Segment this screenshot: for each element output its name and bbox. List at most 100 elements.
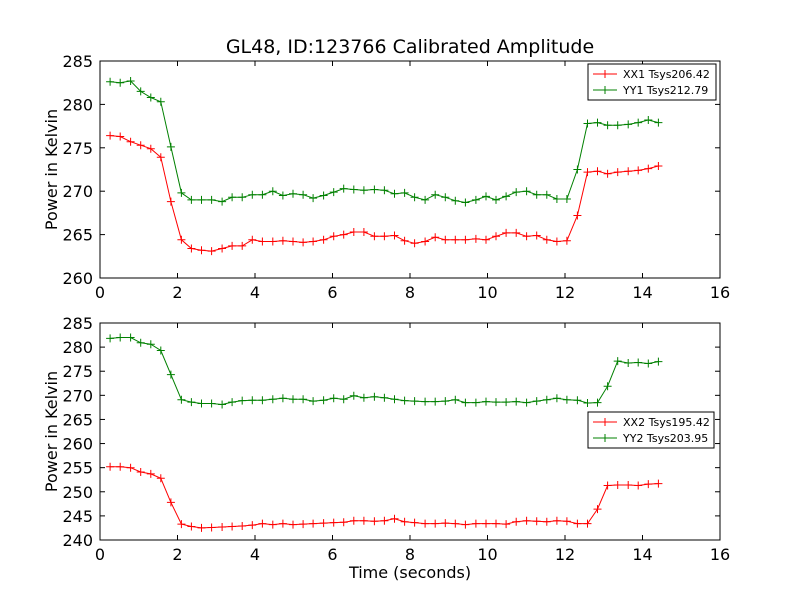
- legend-marker: [601, 418, 609, 426]
- data-point: [441, 519, 450, 528]
- data-point: [562, 195, 571, 203]
- data-point: [482, 397, 490, 406]
- y-tick-label: 285: [62, 52, 93, 71]
- data-point: [299, 190, 308, 199]
- data-point: [166, 370, 175, 379]
- data-point: [400, 517, 409, 526]
- x-tick-label: 10: [477, 283, 497, 302]
- y-tick-label: 255: [62, 459, 93, 478]
- y-tick-label: 245: [62, 507, 93, 526]
- data-point: [319, 191, 328, 200]
- y-tick-label: 280: [62, 338, 93, 357]
- data-point: [644, 480, 653, 489]
- data-point: [654, 479, 663, 488]
- data-point: [136, 87, 145, 96]
- data-point: [370, 232, 379, 241]
- data-point: [644, 116, 653, 124]
- data-point: [319, 519, 328, 528]
- data-point: [146, 469, 155, 478]
- data-point: [248, 235, 257, 244]
- data-point: [116, 132, 125, 141]
- data-point: [451, 196, 460, 205]
- data-point: [552, 195, 561, 203]
- legend-box: [587, 63, 717, 101]
- data-point: [289, 520, 297, 529]
- data-point: [218, 400, 227, 409]
- data-point: [451, 235, 460, 244]
- bottom-panel: 0 2 4 6 8 10 12 14 16 240 245 250 255 260 265 270 275 280…: [42, 314, 730, 582]
- data-point: [502, 398, 511, 407]
- y-tick-label: 270: [62, 386, 93, 405]
- data-point: [268, 520, 277, 529]
- data-point: [136, 468, 145, 476]
- data-point: [187, 244, 196, 253]
- data-point: [593, 505, 602, 514]
- data-point: [207, 195, 216, 204]
- data-point: [573, 165, 582, 174]
- data-point: [603, 121, 612, 130]
- data-point: [410, 239, 419, 248]
- legend-marker: [601, 70, 609, 78]
- y-tick-label: 260: [62, 269, 93, 288]
- data-point: [207, 399, 216, 408]
- data-point: [410, 193, 419, 202]
- data-point: [156, 97, 165, 106]
- data-point: [238, 522, 247, 530]
- y-tick-label: 240: [62, 531, 93, 550]
- data-point: [359, 186, 368, 195]
- data-point: [299, 395, 308, 404]
- data-point: [421, 195, 430, 204]
- data-point: [187, 398, 196, 407]
- data-point: [228, 522, 237, 531]
- data-point: [126, 333, 135, 342]
- data-point: [248, 190, 257, 199]
- data-point: [431, 519, 440, 528]
- data-point: [482, 192, 490, 201]
- data-point: [349, 516, 358, 525]
- data-point: [603, 481, 612, 490]
- data-point: [289, 189, 297, 198]
- data-point: [461, 235, 470, 244]
- data-point: [146, 93, 155, 102]
- x-tick-label: 10: [477, 545, 497, 564]
- data-point: [380, 516, 389, 525]
- data-point: [238, 241, 247, 250]
- legend-label: XX1 Tsys206.42: [623, 68, 710, 81]
- data-point: [329, 188, 338, 197]
- data-point: [278, 191, 287, 200]
- y-tick-label: 270: [62, 182, 93, 201]
- y-tick-label: 260: [62, 435, 93, 454]
- data-point: [329, 518, 338, 527]
- data-point: [562, 395, 571, 404]
- data-point: [583, 399, 592, 407]
- data-point: [207, 523, 216, 532]
- legend-label: YY2 Tsys203.95: [622, 432, 708, 445]
- data-point: [441, 397, 450, 406]
- data-point: [390, 231, 399, 240]
- data-point: [603, 382, 612, 391]
- legend-marker: [601, 434, 609, 442]
- data-point: [238, 193, 247, 202]
- x-tick-label: 12: [555, 283, 575, 302]
- data-point: [613, 168, 622, 177]
- data-point: [166, 498, 175, 507]
- data-point: [289, 237, 297, 246]
- data-point: [248, 396, 257, 405]
- y-axis-label: Power in Kelvin: [42, 371, 61, 492]
- data-point: [248, 521, 257, 530]
- axes-frame: [99, 322, 721, 541]
- data-point: [166, 197, 175, 206]
- data-point: [593, 118, 602, 127]
- data-point: [278, 394, 287, 403]
- data-point: [309, 237, 318, 246]
- x-tick-label: 8: [405, 545, 415, 564]
- data-point: [552, 516, 561, 525]
- data-point: [593, 167, 602, 176]
- data-point: [451, 519, 460, 528]
- y-tick-label: 265: [62, 410, 93, 429]
- data-point: [512, 397, 521, 406]
- data-point: [573, 396, 582, 405]
- data-point: [329, 394, 338, 403]
- data-point: [268, 395, 277, 404]
- x-tick-label: 16: [710, 545, 730, 564]
